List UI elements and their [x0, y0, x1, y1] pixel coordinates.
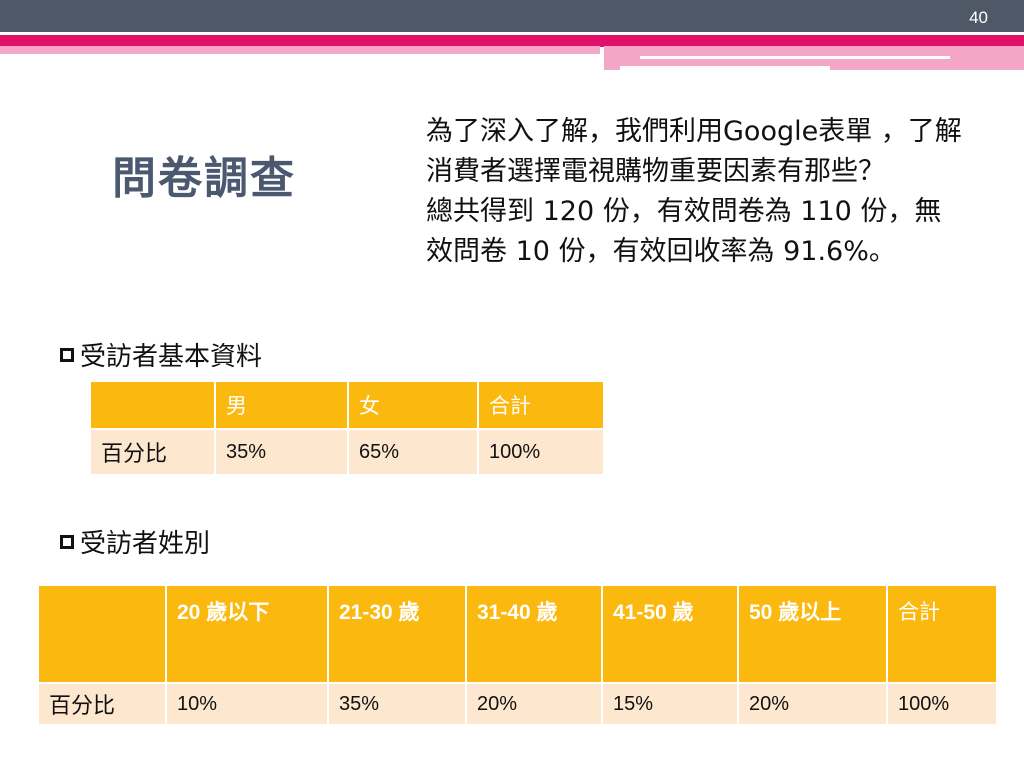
intro-paragraph-1: 為了深入了解，我們利用Google表單 ，了解消費者選擇電視購物重要因素有那些？ — [426, 116, 962, 187]
table-row: 百分比 35% 65% 100% — [89, 428, 605, 476]
section-heading-label: 受訪者基本資料 — [80, 342, 263, 372]
table-header-cell: 女 — [347, 380, 479, 430]
table-header-row: 20 歲以下 21-30 歲 31-40 歲 41-50 歲 50 歲以上 合計 — [37, 584, 998, 684]
section-heading-label: 受訪者姓別 — [80, 529, 211, 559]
table-row: 百分比 10% 35% 20% 15% 20% 100% — [37, 682, 998, 726]
table-header-cell: 20 歲以下 — [165, 584, 329, 684]
table-row-label: 百分比 — [89, 428, 216, 476]
section-heading-gender: 受訪者姓別 — [60, 523, 210, 560]
table-header-cell — [89, 380, 216, 430]
table-cell: 10% — [165, 682, 329, 726]
header-band: 40 — [0, 0, 1024, 32]
table-header-cell: 男 — [214, 380, 349, 430]
table-header-cell: 合計 — [477, 380, 605, 430]
intro-paragraph-2: 總共得到 120 份，有效問卷為 110 份，無效問卷 10 份，有效回收率為 … — [426, 196, 942, 267]
table-header-cell: 31-40 歲 — [465, 584, 603, 684]
table-header-cell: 合計 — [886, 584, 998, 684]
table-cell: 100% — [477, 428, 605, 476]
section-heading-basic-info: 受訪者基本資料 — [60, 336, 262, 373]
table-cell: 65% — [347, 428, 479, 476]
table-cell: 35% — [214, 428, 349, 476]
table-header-cell — [37, 584, 167, 684]
table-cell: 20% — [465, 682, 603, 726]
table-cell: 100% — [886, 682, 998, 726]
accent-stripe — [0, 35, 1024, 47]
table-header-cell: 41-50 歲 — [601, 584, 739, 684]
table-cell: 15% — [601, 682, 739, 726]
table-header-cell: 21-30 歲 — [327, 584, 467, 684]
gender-table: 男 女 合計 百分比 35% 65% 100% — [89, 380, 605, 476]
page-number: 40 — [969, 8, 988, 27]
table-header-row: 男 女 合計 — [89, 380, 605, 430]
hollow-square-bullet-icon — [60, 347, 74, 362]
intro-text: 為了深入了解，我們利用Google表單 ，了解消費者選擇電視購物重要因素有那些？… — [426, 112, 986, 272]
table-cell: 35% — [327, 682, 467, 726]
table-row-label: 百分比 — [37, 682, 167, 726]
slide-title: 問卷調查 — [112, 153, 296, 204]
decor-line — [640, 56, 950, 59]
accent-stripe-light — [0, 46, 600, 54]
table-header-cell: 50 歲以上 — [737, 584, 888, 684]
age-table: 20 歲以下 21-30 歲 31-40 歲 41-50 歲 50 歲以上 合計… — [37, 584, 998, 726]
decor-line — [620, 66, 830, 70]
table-cell: 20% — [737, 682, 888, 726]
hollow-square-bullet-icon — [60, 534, 74, 549]
